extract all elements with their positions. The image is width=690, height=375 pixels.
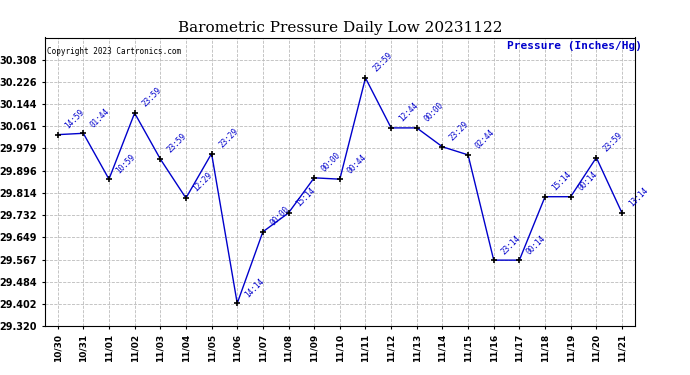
Text: 00:00: 00:00 (268, 205, 291, 228)
Text: 10:59: 10:59 (115, 152, 137, 175)
Text: 15:14: 15:14 (551, 170, 573, 192)
Text: 00:14: 00:14 (525, 233, 548, 256)
Text: 23:14: 23:14 (500, 233, 522, 256)
Text: 23:29: 23:29 (448, 120, 471, 142)
Text: 00:00: 00:00 (319, 151, 342, 174)
Text: 14:14: 14:14 (243, 276, 266, 299)
Text: 02:44: 02:44 (473, 128, 496, 151)
Text: 12:29: 12:29 (192, 171, 214, 194)
Text: 23:59: 23:59 (140, 86, 163, 109)
Text: Copyright 2023 Cartronics.com: Copyright 2023 Cartronics.com (47, 47, 181, 56)
Text: 00:00: 00:00 (422, 101, 445, 124)
Text: 12:44: 12:44 (397, 101, 420, 124)
Text: 00:14: 00:14 (576, 170, 599, 192)
Text: 01:44: 01:44 (89, 106, 112, 129)
Text: 14:59: 14:59 (63, 108, 86, 130)
Title: Barometric Pressure Daily Low 20231122: Barometric Pressure Daily Low 20231122 (177, 21, 502, 35)
Text: 23:29: 23:29 (217, 127, 240, 149)
Text: 23:59: 23:59 (602, 131, 624, 153)
Text: 15:14: 15:14 (294, 186, 317, 209)
Text: 23:59: 23:59 (371, 51, 394, 74)
Text: 23:59: 23:59 (166, 132, 188, 155)
Text: 13:14: 13:14 (627, 186, 650, 209)
Text: Pressure (Inches/Hg): Pressure (Inches/Hg) (506, 41, 642, 51)
Text: 00:44: 00:44 (346, 152, 368, 175)
